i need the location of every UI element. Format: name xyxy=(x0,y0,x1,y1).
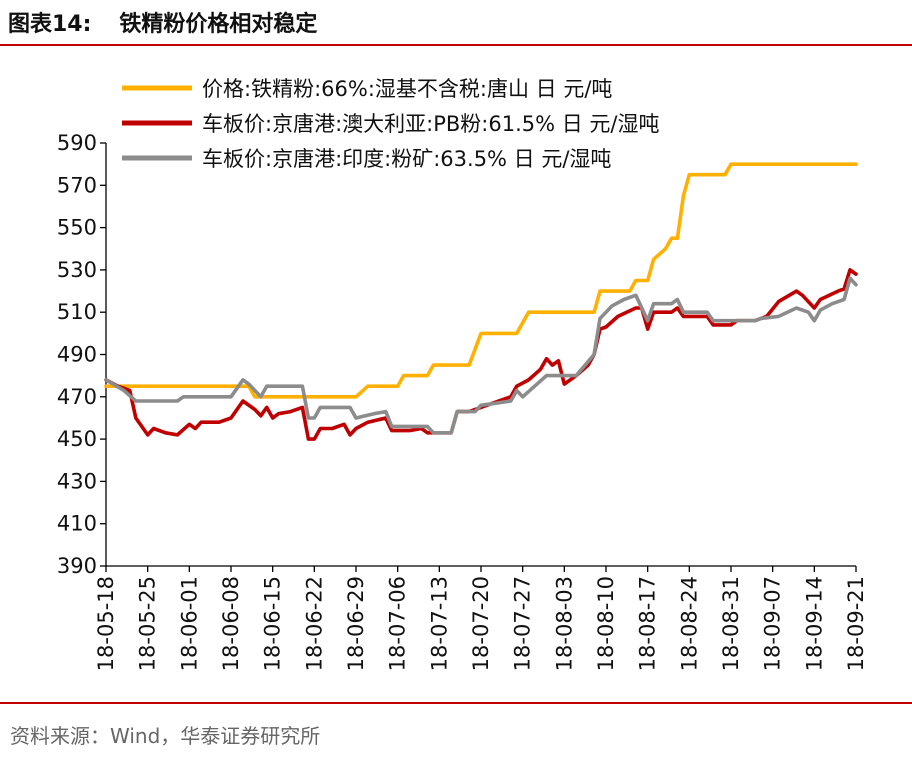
x-tick-label: 18-06-08 xyxy=(219,576,243,671)
series-line-2 xyxy=(104,268,858,441)
legend-label-2: 车板价:京唐港:澳大利亚:PB粉:61.5% 日 元/湿吨 xyxy=(202,112,660,136)
series-layer xyxy=(104,162,858,441)
x-axis: 18-05-18 18-05-25 18-06-01 18-06-08 18-06-15… xyxy=(94,565,868,671)
x-tick-label: 18-09-21 xyxy=(844,576,868,671)
figure-title: 图表14: 铁精粉价格相对稳定 xyxy=(8,6,317,38)
y-tick-label: 550 xyxy=(57,216,97,240)
x-tick-label: 18-09-14 xyxy=(802,576,826,671)
x-tick-label: 18-06-22 xyxy=(302,576,326,671)
y-tick-label: 590 xyxy=(57,131,97,155)
x-tick-label: 18-07-27 xyxy=(511,576,535,671)
x-tick-label: 18-08-31 xyxy=(719,576,743,671)
line-chart: 390 410 430 450 470 490 510 530 550 570 590 18-05-… xyxy=(57,77,868,671)
y-tick-label: 570 xyxy=(57,173,97,197)
y-tick-label: 430 xyxy=(57,469,97,493)
x-tick-label: 18-08-03 xyxy=(552,576,576,671)
x-tick-label: 18-07-06 xyxy=(386,576,410,671)
source-note: 资料来源：Wind，华泰证券研究所 xyxy=(10,724,321,748)
x-tick-label: 18-06-29 xyxy=(344,576,368,671)
x-tick-label: 18-05-25 xyxy=(136,576,160,671)
y-tick-label: 510 xyxy=(57,300,97,324)
x-tick-label: 18-07-20 xyxy=(469,576,493,671)
figure-caption: 铁精粉价格相对稳定 xyxy=(119,12,318,37)
y-tick-label: 530 xyxy=(57,258,97,282)
x-tick-label: 18-08-17 xyxy=(636,576,660,671)
y-axis: 390 410 430 450 470 490 510 530 550 570 590 xyxy=(57,131,107,578)
legend: 价格:铁精粉:66%:湿基不含税:唐山 日 元/吨车板价:京唐港:澳大利亚:PB… xyxy=(122,77,660,171)
title-rule xyxy=(0,44,912,46)
x-tick-label: 18-09-07 xyxy=(761,576,785,671)
x-tick-label: 18-06-01 xyxy=(177,576,201,671)
y-tick-label: 390 xyxy=(57,554,97,578)
y-tick-label: 470 xyxy=(57,385,97,409)
x-tick-label: 18-08-10 xyxy=(594,576,618,671)
series-line-3 xyxy=(104,276,858,435)
x-tick-label: 18-06-15 xyxy=(261,576,285,671)
y-tick-label: 410 xyxy=(57,512,97,536)
footer-rule xyxy=(0,702,912,704)
x-tick-label: 18-07-13 xyxy=(427,576,451,671)
figure-number: 图表14: xyxy=(8,12,92,37)
legend-label-3: 车板价:京唐港:印度:粉矿:63.5% 日 元/湿吨 xyxy=(202,147,611,171)
legend-label-1: 价格:铁精粉:66%:湿基不含税:唐山 日 元/吨 xyxy=(202,77,612,101)
x-tick-label: 18-05-18 xyxy=(94,576,118,671)
series-line-1 xyxy=(104,162,858,399)
y-tick-label: 490 xyxy=(57,343,97,367)
y-tick-label: 450 xyxy=(57,427,97,451)
x-tick-label: 18-08-24 xyxy=(677,576,701,671)
